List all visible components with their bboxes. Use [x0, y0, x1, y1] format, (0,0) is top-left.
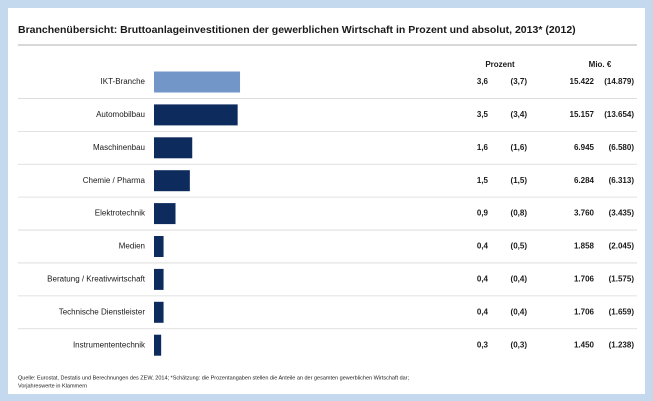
absolute-value: 15.157 [570, 110, 595, 119]
bar [154, 104, 238, 126]
category-label: IKT-Branche [101, 77, 146, 86]
value-label: 0,9 [477, 209, 489, 218]
value-label: 1,5 [477, 176, 489, 185]
absolute-value: 15.422 [570, 77, 595, 86]
previous-absolute: (1.238) [609, 340, 635, 349]
card [8, 8, 645, 394]
previous-absolute: (14.879) [604, 77, 634, 86]
absolute-value: 6.284 [574, 176, 595, 185]
bar [154, 268, 164, 290]
previous-percent: (3,4) [511, 110, 528, 119]
footnote: Vorjahreswerte in Klammern [18, 383, 87, 389]
category-label: Chemie / Pharma [83, 176, 146, 185]
previous-percent: (0,3) [511, 340, 528, 349]
absolute-value: 3.760 [574, 209, 595, 218]
previous-percent: (3,7) [511, 77, 528, 86]
absolute-value: 1.706 [574, 307, 595, 316]
previous-absolute: (1.575) [609, 275, 635, 284]
previous-percent: (0,8) [511, 209, 528, 218]
category-label: Maschinenbau [93, 143, 145, 152]
value-label: 0,4 [477, 242, 489, 251]
category-label: Medien [119, 242, 145, 251]
previous-absolute: (13.654) [604, 110, 634, 119]
absolute-value: 1.706 [574, 275, 595, 284]
absolute-value: 1.450 [574, 340, 595, 349]
bar [154, 236, 164, 257]
previous-absolute: (1.659) [609, 307, 635, 316]
value-label: 0,3 [477, 340, 489, 349]
value-label: 0,4 [477, 275, 489, 284]
absolute-value: 6.945 [574, 143, 595, 152]
chart-title: Branchenübersicht: Bruttoanlageinvestiti… [18, 24, 576, 36]
category-label: Elektrotechnik [95, 209, 146, 218]
value-label: 3,5 [477, 110, 489, 119]
footnote: Quelle: Eurostat, Destatis und Berechnun… [18, 375, 410, 381]
bar [154, 170, 190, 192]
previous-percent: (0,4) [511, 275, 528, 284]
previous-absolute: (6.580) [609, 143, 635, 152]
value-label: 3,6 [477, 77, 489, 86]
bar [154, 334, 162, 356]
previous-percent: (1,6) [511, 143, 528, 152]
bar [154, 203, 176, 225]
value-label: 0,4 [477, 307, 489, 316]
category-label: Automobilbau [96, 110, 145, 119]
previous-absolute: (3.435) [609, 209, 635, 218]
previous-percent: (0,4) [511, 307, 528, 316]
previous-absolute: (2.045) [609, 242, 635, 251]
value-label: 1,6 [477, 143, 489, 152]
bar [154, 137, 193, 159]
previous-percent: (0,5) [511, 242, 528, 251]
previous-absolute: (6.313) [609, 176, 635, 185]
absolute-value: 1.858 [574, 242, 595, 251]
bar [154, 71, 241, 93]
absolute-header: Mio. € [589, 60, 612, 69]
category-label: Beratung / Kreativwirtschaft [47, 275, 146, 284]
previous-percent: (1,5) [511, 176, 528, 185]
category-label: Technische Dienstleister [59, 307, 146, 316]
bar [154, 301, 164, 323]
category-label: Instrumententechnik [73, 340, 146, 349]
percent-header: Prozent [485, 60, 515, 69]
